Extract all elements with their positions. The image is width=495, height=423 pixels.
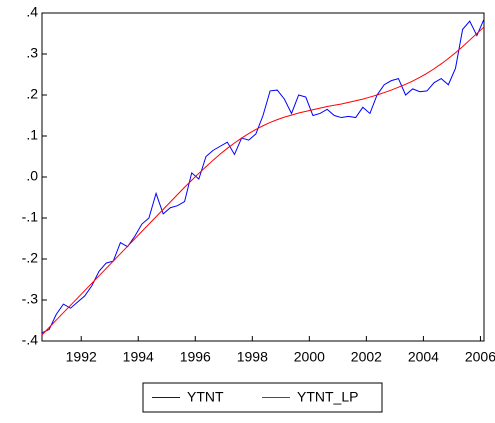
y-tick-label: -.4 bbox=[22, 332, 39, 348]
x-tick-label: 1996 bbox=[180, 349, 211, 365]
x-tick-label: 1994 bbox=[123, 349, 154, 365]
y-tick-label: .1 bbox=[26, 127, 38, 143]
y-tick-label: .0 bbox=[26, 168, 38, 184]
legend-label: YTNT bbox=[187, 389, 224, 405]
x-tick-label: 1998 bbox=[237, 349, 268, 365]
y-tick-label: .3 bbox=[26, 45, 38, 61]
plot-frame bbox=[41, 12, 485, 342]
x-tick-label: 2006 bbox=[465, 349, 495, 365]
legend-label: YTNT_LP bbox=[297, 389, 358, 405]
x-tick-label: 2004 bbox=[408, 349, 439, 365]
y-tick-label: -.1 bbox=[22, 209, 39, 225]
x-tick-label: 2002 bbox=[351, 349, 382, 365]
y-tick-label: .2 bbox=[26, 86, 38, 102]
y-tick-label: -.3 bbox=[22, 291, 39, 307]
x-tick-label: 2000 bbox=[294, 349, 325, 365]
series-line bbox=[41, 18, 485, 334]
series-line bbox=[41, 26, 485, 336]
x-tick-label: 1992 bbox=[66, 349, 97, 365]
y-tick-label: -.2 bbox=[22, 250, 39, 266]
y-tick-label: .4 bbox=[26, 4, 38, 20]
